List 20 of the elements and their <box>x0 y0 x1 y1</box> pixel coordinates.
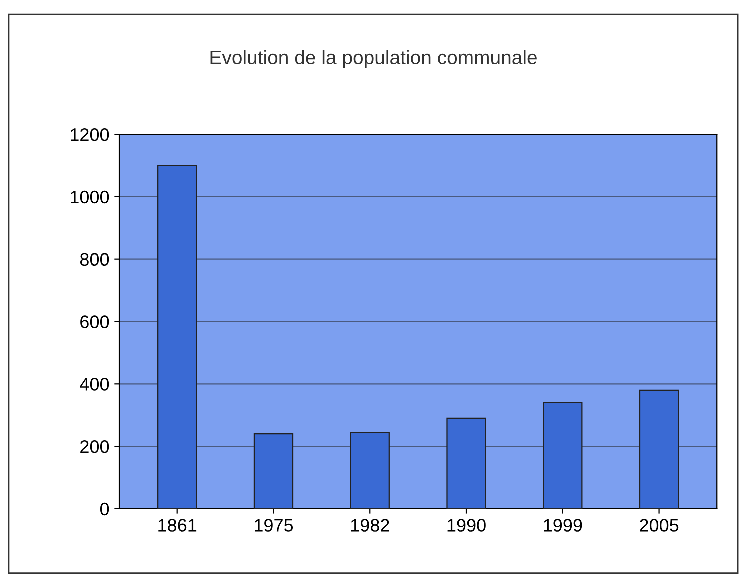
x-tick-label: 1999 <box>544 519 582 532</box>
bar <box>158 165 198 509</box>
bar <box>350 432 390 509</box>
chart-title: Evolution de la population communale <box>210 50 537 68</box>
y-tick-label: 800 <box>80 253 110 266</box>
x-tick-label: 1861 <box>158 519 197 532</box>
bar <box>446 418 486 509</box>
x-tick-label: 1990 <box>448 519 486 532</box>
y-tick-label: 600 <box>80 316 110 328</box>
y-tick-label: 0 <box>100 502 110 516</box>
bar <box>639 390 680 509</box>
bar <box>543 402 583 509</box>
y-tick-label: 400 <box>80 378 110 391</box>
bar <box>254 434 294 509</box>
y-tick-label: 1200 <box>71 128 110 142</box>
x-tick-label: 2005 <box>640 519 679 532</box>
x-tick-label: 1982 <box>351 519 390 532</box>
x-tick-label: 1975 <box>255 519 294 532</box>
y-tick-label: 1000 <box>71 190 110 204</box>
y-tick-label: 200 <box>80 440 110 454</box>
